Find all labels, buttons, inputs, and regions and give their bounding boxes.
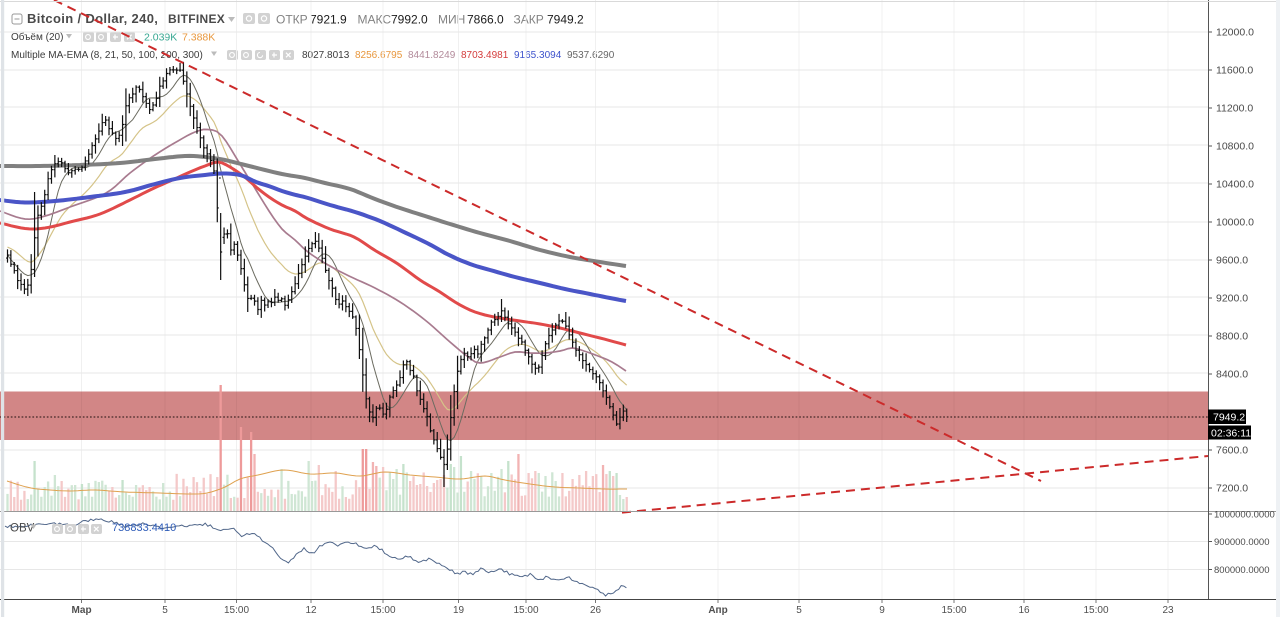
svg-text:19: 19 bbox=[453, 605, 465, 616]
svg-text:11600.0: 11600.0 bbox=[1216, 65, 1253, 77]
svg-text:9200.0: 9200.0 bbox=[1216, 293, 1248, 305]
svg-text:7866.0: 7866.0 bbox=[467, 13, 504, 27]
svg-text:ЗАКР: ЗАКР bbox=[514, 13, 544, 27]
svg-text:1000000.0000: 1000000.0000 bbox=[1214, 510, 1275, 521]
svg-text:15:00: 15:00 bbox=[370, 605, 395, 616]
svg-text:23: 23 bbox=[1162, 605, 1174, 616]
svg-text:Multiple MA-EMA (8, 21, 50, 10: Multiple MA-EMA (8, 21, 50, 100, 200, 30… bbox=[11, 50, 203, 61]
svg-text:7.388K: 7.388K bbox=[182, 32, 215, 44]
svg-text:5: 5 bbox=[796, 605, 802, 616]
svg-text:15:00: 15:00 bbox=[1083, 605, 1108, 616]
svg-text:9600.0: 9600.0 bbox=[1216, 255, 1248, 267]
svg-text:Мар: Мар bbox=[71, 605, 91, 616]
svg-text:8027.8013: 8027.8013 bbox=[302, 50, 350, 61]
svg-text:16: 16 bbox=[1018, 605, 1030, 616]
svg-text:02:36:11: 02:36:11 bbox=[1211, 428, 1251, 440]
svg-text:800000.0000: 800000.0000 bbox=[1214, 565, 1269, 576]
svg-text:900000.0000: 900000.0000 bbox=[1214, 537, 1269, 548]
svg-text:9165.3094: 9165.3094 bbox=[514, 50, 562, 61]
svg-text:7949.2: 7949.2 bbox=[1213, 412, 1245, 424]
svg-text:ОТКР: ОТКР bbox=[276, 13, 308, 27]
svg-text:2.039K: 2.039K bbox=[144, 32, 177, 44]
svg-text:15:00: 15:00 bbox=[941, 605, 966, 616]
svg-text:12000.0: 12000.0 bbox=[1216, 27, 1254, 39]
svg-text:10400.0: 10400.0 bbox=[1216, 179, 1254, 191]
svg-text:8256.6795: 8256.6795 bbox=[355, 50, 403, 61]
svg-text:OBV: OBV bbox=[10, 523, 35, 535]
svg-text:МИН: МИН bbox=[438, 13, 465, 27]
svg-text:5: 5 bbox=[162, 605, 168, 616]
svg-text:7921.9: 7921.9 bbox=[310, 13, 347, 27]
svg-text:9: 9 bbox=[879, 605, 885, 616]
svg-text:10000.0: 10000.0 bbox=[1216, 217, 1254, 229]
svg-text:15:00: 15:00 bbox=[224, 605, 249, 616]
svg-text:МАКС: МАКС bbox=[358, 13, 392, 27]
svg-text:11200.0: 11200.0 bbox=[1216, 103, 1253, 115]
svg-text:7600.0: 7600.0 bbox=[1216, 445, 1248, 457]
svg-text:9537.6290: 9537.6290 bbox=[567, 50, 615, 61]
svg-text:15:00: 15:00 bbox=[513, 605, 538, 616]
svg-text:Апр: Апр bbox=[708, 605, 727, 616]
svg-text:BITFINEX: BITFINEX bbox=[168, 12, 225, 26]
svg-text:7992.0: 7992.0 bbox=[391, 13, 428, 27]
svg-text:8400.0: 8400.0 bbox=[1216, 369, 1248, 381]
svg-text:26: 26 bbox=[590, 605, 602, 616]
svg-text:7949.2: 7949.2 bbox=[547, 13, 584, 27]
svg-text:Объём (20): Объём (20) bbox=[11, 31, 63, 43]
svg-text:7200.0: 7200.0 bbox=[1216, 483, 1248, 495]
svg-text:12: 12 bbox=[305, 605, 317, 616]
svg-text:8703.4981: 8703.4981 bbox=[461, 50, 509, 61]
svg-text:8441.8249: 8441.8249 bbox=[408, 50, 456, 61]
svg-text:738833.4410: 738833.4410 bbox=[112, 522, 176, 534]
svg-text:10800.0: 10800.0 bbox=[1216, 141, 1254, 153]
svg-text:Bitcoin / Dollar, 240,: Bitcoin / Dollar, 240, bbox=[27, 11, 158, 26]
svg-text:8800.0: 8800.0 bbox=[1216, 331, 1248, 343]
